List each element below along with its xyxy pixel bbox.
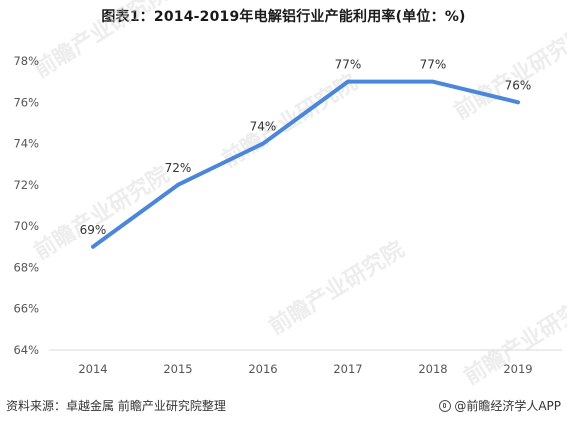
y-axis: 64% 66% 68% 70% 72% 74% 76% 78% <box>13 54 39 357</box>
y-tick-label: 66% <box>13 302 39 316</box>
y-tick-label: 70% <box>13 219 39 233</box>
data-label: 76% <box>505 78 532 92</box>
source-note: 资料来源：卓越金属 前瞻产业研究院整理 <box>6 399 226 413</box>
brand-logo-icon <box>439 400 452 412</box>
x-tick-label: 2019 <box>503 362 532 376</box>
x-axis: 2014 2015 2016 2017 2018 2019 <box>78 362 532 376</box>
watermark-text: 前瞻产业研究院 <box>264 236 408 340</box>
data-point <box>346 79 350 84</box>
y-tick-label: 74% <box>13 137 39 151</box>
data-label: 77% <box>335 58 362 72</box>
watermark-text: 前瞻产业研究院 <box>449 21 567 125</box>
x-tick-label: 2015 <box>163 362 192 376</box>
x-tick-label: 2014 <box>78 362 107 376</box>
data-labels: 69% 72% 74% 77% 77% 76% <box>80 58 532 249</box>
chart-title: 图表1：2014-2019年电解铝行业产能利用率(单位：%) <box>101 9 466 25</box>
watermark-text: 前瞻产业研究院 <box>29 161 173 265</box>
data-point <box>431 79 435 84</box>
x-tick-label: 2018 <box>418 362 447 376</box>
y-tick-label: 64% <box>13 343 39 357</box>
brand-text: @前瞻经济学人APP <box>454 399 561 413</box>
data-label: 69% <box>80 223 107 237</box>
y-tick-label: 76% <box>13 95 39 109</box>
x-tick-label: 2016 <box>248 362 277 376</box>
y-tick-label: 78% <box>13 54 39 68</box>
data-point <box>91 244 95 249</box>
x-tick-label: 2017 <box>333 362 362 376</box>
data-point <box>516 100 520 105</box>
data-label: 72% <box>165 161 192 175</box>
series-line <box>91 79 520 249</box>
data-point <box>176 183 180 187</box>
watermark-text: 前瞻产业研究院 <box>29 0 173 83</box>
brand-credit: @前瞻经济学人APP <box>439 397 561 414</box>
data-label: 77% <box>420 58 447 72</box>
y-tick-label: 68% <box>13 260 39 274</box>
y-tick-label: 72% <box>13 178 39 192</box>
data-point <box>261 141 265 146</box>
data-label: 74% <box>250 120 277 134</box>
